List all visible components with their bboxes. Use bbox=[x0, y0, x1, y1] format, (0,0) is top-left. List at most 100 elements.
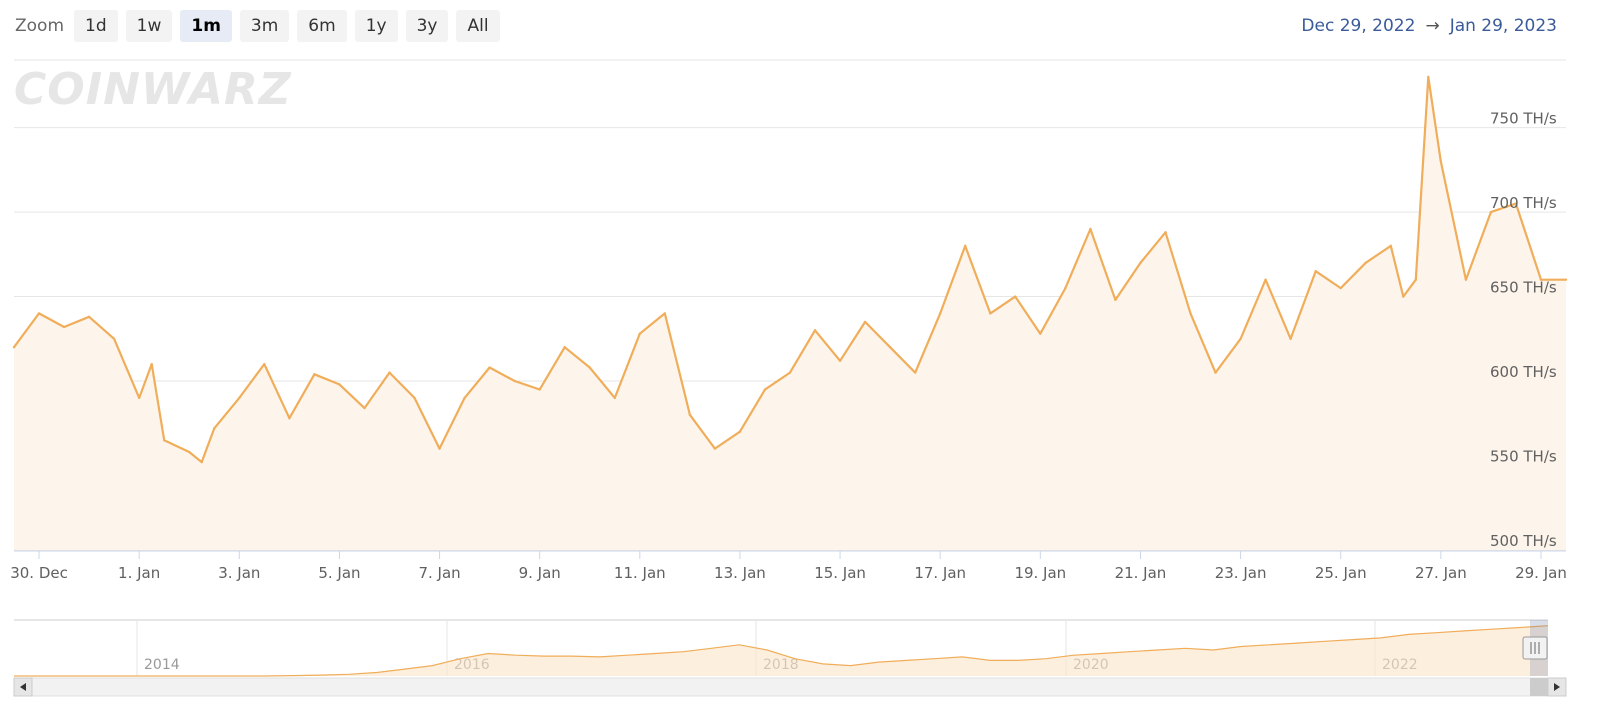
data-point bbox=[1314, 270, 1317, 273]
data-point bbox=[1427, 75, 1430, 79]
data-point bbox=[1089, 227, 1092, 231]
data-point bbox=[1514, 202, 1518, 205]
data-point bbox=[613, 396, 616, 400]
series-area bbox=[14, 76, 1566, 551]
x-tick-label: 30. Dec bbox=[10, 564, 68, 582]
range-to[interactable]: Jan 29, 2023 bbox=[1449, 16, 1557, 36]
navigator-line bbox=[14, 625, 1549, 677]
data-point bbox=[338, 383, 341, 386]
zoom-all-button[interactable]: All bbox=[456, 10, 500, 42]
data-point bbox=[1064, 286, 1067, 290]
data-point bbox=[1439, 160, 1443, 163]
data-point bbox=[488, 366, 491, 369]
data-point bbox=[162, 438, 166, 442]
y-tick-label: 700 TH/s bbox=[1490, 194, 1557, 212]
navigator-year-label: 2014 bbox=[144, 657, 180, 673]
data-point bbox=[638, 332, 642, 335]
data-point bbox=[37, 312, 41, 315]
range-from[interactable]: Dec 29, 2022 bbox=[1301, 16, 1416, 36]
zoom-bar: Zoom 1d 1w 1m 3m 6m 1y 3y All bbox=[15, 10, 500, 42]
x-tick-label: 3. Jan bbox=[218, 564, 260, 582]
data-point bbox=[288, 417, 291, 420]
y-tick-label: 750 TH/s bbox=[1490, 110, 1557, 128]
data-point bbox=[1114, 298, 1117, 302]
data-point bbox=[388, 371, 391, 374]
data-point bbox=[964, 244, 967, 248]
data-point bbox=[1239, 337, 1242, 340]
date-range: Dec 29, 2022 → Jan 29, 2023 bbox=[1301, 16, 1557, 36]
zoom-6m-button[interactable]: 6m bbox=[297, 10, 347, 42]
zoom-1y-button[interactable]: 1y bbox=[354, 10, 398, 42]
watermark-text: COINWARZ bbox=[14, 64, 292, 115]
data-point bbox=[413, 396, 416, 400]
data-point bbox=[1214, 371, 1217, 374]
scroll-right-arrow-icon bbox=[1554, 683, 1560, 691]
data-point bbox=[1189, 312, 1192, 315]
data-point bbox=[1389, 244, 1392, 248]
scrollbar-thumb[interactable] bbox=[1530, 678, 1548, 696]
x-tick-label: 23. Jan bbox=[1215, 564, 1267, 582]
data-point bbox=[788, 371, 792, 374]
zoom-3y-button[interactable]: 3y bbox=[405, 10, 449, 42]
data-point bbox=[87, 315, 91, 319]
data-point bbox=[62, 325, 66, 329]
data-point bbox=[1489, 210, 1493, 214]
data-point bbox=[1414, 278, 1418, 281]
data-point bbox=[1139, 261, 1142, 264]
data-point bbox=[738, 430, 742, 433]
data-point bbox=[713, 447, 717, 450]
zoom-1w-button[interactable]: 1w bbox=[125, 10, 173, 42]
data-point bbox=[1164, 231, 1167, 234]
data-point bbox=[238, 396, 241, 400]
data-point bbox=[688, 413, 692, 417]
data-point bbox=[1339, 286, 1342, 290]
range-arrow-icon: → bbox=[1425, 16, 1440, 36]
zoom-1m-button[interactable]: 1m bbox=[180, 10, 232, 42]
x-tick-label: 25. Jan bbox=[1315, 564, 1367, 582]
data-point bbox=[663, 312, 667, 315]
x-tick-label: 13. Jan bbox=[714, 564, 766, 582]
coinwarz-watermark: COINWARZ bbox=[14, 64, 292, 115]
zoom-1d-button[interactable]: 1d bbox=[74, 10, 118, 42]
data-point bbox=[1364, 261, 1367, 264]
data-point bbox=[1289, 337, 1292, 340]
data-point bbox=[863, 320, 867, 324]
data-point bbox=[200, 460, 203, 464]
data-point bbox=[12, 346, 16, 349]
data-point bbox=[763, 388, 767, 391]
data-point bbox=[563, 346, 566, 349]
data-point bbox=[137, 396, 141, 400]
data-point bbox=[438, 447, 441, 450]
x-tick-label: 17. Jan bbox=[914, 564, 966, 582]
data-point bbox=[263, 362, 266, 366]
data-point bbox=[913, 371, 917, 374]
data-point bbox=[150, 362, 153, 366]
y-axis: 500 TH/s 550 TH/s 600 TH/s 650 TH/s 700 TH/s… bbox=[1490, 110, 1557, 550]
data-point bbox=[888, 346, 892, 349]
series-points bbox=[12, 75, 1568, 464]
data-point bbox=[838, 359, 842, 362]
data-point bbox=[1039, 332, 1042, 335]
x-tick-label: 7. Jan bbox=[418, 564, 460, 582]
navigator[interactable]: 20142016201820202022 bbox=[13, 619, 1567, 697]
data-point bbox=[538, 388, 541, 391]
data-point bbox=[1564, 278, 1568, 281]
navigator-area bbox=[14, 625, 1548, 676]
x-tick-label: 29. Jan bbox=[1515, 564, 1567, 582]
x-tick-label: 27. Jan bbox=[1415, 564, 1467, 582]
zoom-3m-button[interactable]: 3m bbox=[239, 10, 290, 42]
x-axis: 30. Dec 1. Jan 3. Jan 5. Jan 7. Jan 9. Jan 11.… bbox=[10, 550, 1567, 582]
y-tick-label: 550 TH/s bbox=[1490, 448, 1557, 466]
y-tick-label: 650 TH/s bbox=[1490, 279, 1557, 297]
x-tick-label: 5. Jan bbox=[318, 564, 360, 582]
x-tick-label: 15. Jan bbox=[814, 564, 866, 582]
x-tick-label: 1. Jan bbox=[118, 564, 160, 582]
scrollbar-track[interactable] bbox=[13, 677, 1567, 697]
data-point bbox=[938, 312, 942, 315]
data-point bbox=[463, 396, 466, 400]
x-tick-label: 9. Jan bbox=[519, 564, 561, 582]
scroll-left-arrow-icon bbox=[20, 683, 26, 691]
data-point bbox=[213, 427, 216, 430]
data-point bbox=[188, 450, 191, 454]
data-point bbox=[1539, 278, 1543, 281]
